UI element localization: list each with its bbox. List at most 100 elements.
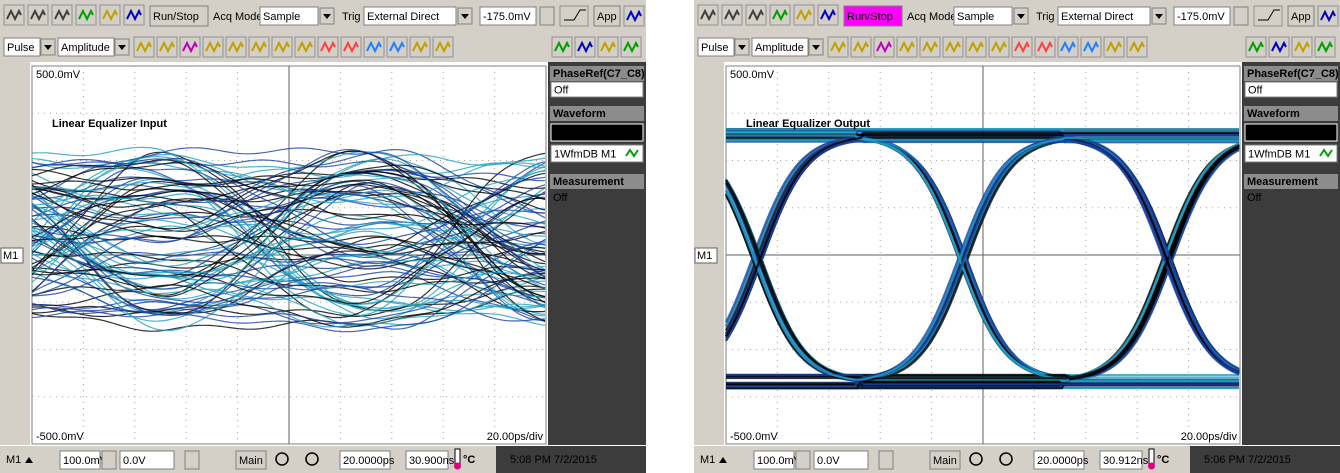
trig-level-label[interactable]: -175.0mV: [483, 11, 531, 23]
measurement-value: Off: [553, 192, 568, 204]
status-delay-label[interactable]: 30.912ns: [1103, 455, 1149, 467]
run-stop-button[interactable]: [843, 5, 903, 27]
icon-glyph: [1060, 40, 1076, 54]
edge-button[interactable]: [1253, 5, 1283, 27]
phase-ref-field-label[interactable]: Off: [1248, 84, 1263, 96]
run-stop-button-label[interactable]: Run/Stop: [153, 11, 199, 23]
spinner[interactable]: [1233, 6, 1249, 26]
dropdown-arrow: [323, 14, 331, 19]
icon-glyph: [554, 40, 570, 54]
acq-mode-select-label[interactable]: Sample: [957, 11, 994, 23]
status-scale-label[interactable]: 100.0mV/: [63, 455, 111, 467]
icon-glyph: [922, 40, 938, 54]
zoom-icon[interactable]: [969, 452, 983, 466]
acq-mode-select[interactable]: [953, 6, 1013, 26]
status-scale-label[interactable]: 100.0mV/: [757, 455, 805, 467]
spinner[interactable]: [878, 450, 894, 470]
eye-trace: [31, 222, 546, 274]
status-position-label[interactable]: 20.0000ps: [343, 455, 395, 467]
run-stop-button-label[interactable]: Run/Stop: [847, 11, 893, 23]
trig-label: Trig: [1036, 11, 1055, 23]
phase-ref-field[interactable]: [1244, 81, 1338, 98]
status-offset-label[interactable]: 0.0V: [817, 455, 840, 467]
waveform-scale-label[interactable]: M1 100.0mV/div: [554, 127, 634, 139]
icon-glyph: [1271, 40, 1287, 54]
pulse-select[interactable]: [3, 37, 41, 57]
phase-ref-field[interactable]: [550, 81, 644, 98]
spinner[interactable]: [184, 450, 200, 470]
acq-mode-select[interactable]: [259, 6, 319, 26]
status-main[interactable]: [929, 450, 961, 470]
trig-level[interactable]: [479, 6, 537, 26]
amplitude-select[interactable]: [57, 37, 115, 57]
pulse-select-label[interactable]: Pulse: [7, 42, 35, 54]
status-position-label[interactable]: 20.0000ps: [1037, 455, 1089, 467]
app-button-label[interactable]: App: [1291, 11, 1311, 23]
status-delay-label[interactable]: 30.900ns: [409, 455, 455, 467]
zoom-icon[interactable]: [305, 452, 319, 466]
waveform-scale[interactable]: [1244, 123, 1338, 142]
amplitude-select[interactable]: [751, 37, 809, 57]
amplitude-select-label[interactable]: Amplitude: [61, 42, 110, 54]
icon-glyph: [945, 40, 961, 54]
status-temp: °C: [463, 454, 475, 466]
waveform-db-label[interactable]: 1WfmDB M1: [1248, 148, 1310, 160]
trig-select[interactable]: [1057, 6, 1151, 26]
icon-glyph: [1014, 40, 1030, 54]
spinner[interactable]: [795, 450, 811, 470]
eye-trace: [32, 168, 546, 298]
icon-glyph: [30, 8, 46, 22]
trig-select[interactable]: [363, 6, 457, 26]
zoom-icon[interactable]: [275, 452, 289, 466]
app-button[interactable]: [1287, 5, 1315, 27]
eye-trace: [31, 220, 546, 291]
status-scale[interactable]: [59, 450, 101, 470]
status-main-label[interactable]: Main: [239, 455, 263, 467]
edge-button[interactable]: [559, 5, 589, 27]
status-delay[interactable]: [405, 450, 449, 470]
icon-glyph: [126, 8, 142, 22]
waveform-scale-label[interactable]: M1 100.0mV/div: [1248, 127, 1328, 139]
app-button[interactable]: [593, 5, 621, 27]
eye-trace: [31, 192, 546, 281]
sidebar-header: [550, 174, 644, 189]
icon-glyph: [968, 40, 984, 54]
phase-ref-field-label[interactable]: Off: [554, 84, 569, 96]
eye-trace: [31, 176, 546, 267]
status-scale[interactable]: [753, 450, 795, 470]
trig-select-label[interactable]: External Direct: [367, 11, 439, 23]
status-position[interactable]: [1033, 450, 1085, 470]
marker-box: [0, 247, 24, 264]
run-stop-button[interactable]: [149, 5, 209, 27]
trig-label: Trig: [342, 11, 361, 23]
status-main-label[interactable]: Main: [933, 455, 957, 467]
eye-trace: [31, 277, 545, 328]
app-button-label[interactable]: App: [597, 11, 617, 23]
zoom-icon[interactable]: [999, 452, 1013, 466]
waveform-scale[interactable]: [550, 123, 644, 142]
status-delay[interactable]: [1099, 450, 1143, 470]
waveform-db[interactable]: [550, 144, 644, 163]
pulse-select[interactable]: [697, 37, 735, 57]
eye-trace: [725, 143, 1240, 381]
trig-level-label[interactable]: -175.0mV: [1177, 11, 1225, 23]
status-offset[interactable]: [119, 450, 175, 470]
spinner[interactable]: [101, 450, 117, 470]
status-offset[interactable]: [813, 450, 869, 470]
spinner[interactable]: [539, 6, 555, 26]
sidebar-header-label: Waveform: [553, 108, 606, 120]
sidebar-header-label: Waveform: [1247, 108, 1300, 120]
waveform-db-label[interactable]: 1WfmDB M1: [554, 148, 616, 160]
amplitude-select-label[interactable]: Amplitude: [755, 42, 804, 54]
status-position[interactable]: [339, 450, 391, 470]
pulse-select-label[interactable]: Pulse: [701, 42, 729, 54]
trig-level[interactable]: [1173, 6, 1231, 26]
status-offset-label[interactable]: 0.0V: [123, 455, 146, 467]
acq-mode-select-label[interactable]: Sample: [263, 11, 300, 23]
trig-select-label[interactable]: External Direct: [1061, 11, 1133, 23]
status-main[interactable]: [235, 450, 267, 470]
sidebar-header-label: Measurement: [553, 176, 624, 188]
eye-trace: [31, 151, 546, 246]
waveform-db[interactable]: [1244, 144, 1338, 163]
eye-trace: [726, 134, 1239, 383]
